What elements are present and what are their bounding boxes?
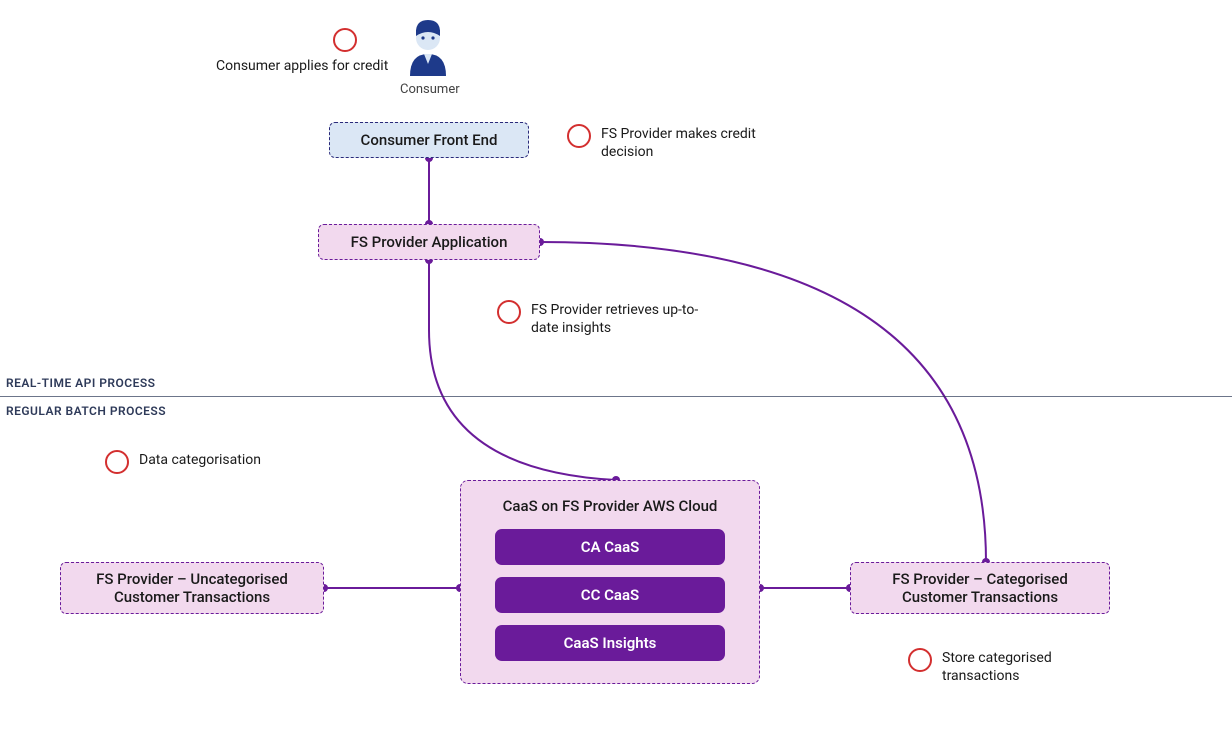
ring-icon	[105, 450, 129, 474]
pill-caas-insights: CaaS Insights	[495, 625, 725, 661]
annotation-store: Store categorised transactions	[908, 648, 1132, 685]
annotation-text: Consumer applies for credit	[216, 56, 388, 76]
node-label-line1: FS Provider – Uncategorised	[96, 570, 288, 588]
annotation-ring-applies	[333, 28, 357, 52]
node-label-line2: Customer Transactions	[114, 588, 270, 606]
node-label-line1: FS Provider – Categorised	[892, 570, 1068, 588]
person-icon	[400, 18, 456, 78]
ring-icon	[333, 28, 357, 52]
ring-icon	[567, 124, 591, 148]
annotation-text: FS Provider retrieves up-to-date insight…	[531, 300, 721, 337]
pill-cc-caas: CC CaaS	[495, 577, 725, 613]
node-label: FS Provider Application	[351, 233, 508, 251]
pill-ca-caas: CA CaaS	[495, 529, 725, 565]
section-label-top: REAL-TIME API PROCESS	[6, 376, 155, 390]
annotation-text: Store categorised transactions	[942, 648, 1132, 685]
ring-icon	[497, 300, 521, 324]
ring-icon	[908, 648, 932, 672]
edge-app-to-cloud	[429, 260, 616, 480]
section-label-bottom: REGULAR BATCH PROCESS	[6, 404, 166, 418]
annotation-retrieves: FS Provider retrieves up-to-date insight…	[497, 300, 721, 337]
cloud-container: CaaS on FS Provider AWS Cloud CA CaaS CC…	[460, 480, 760, 684]
section-divider	[0, 396, 1232, 397]
node-label: Consumer Front End	[361, 131, 498, 149]
annotation-text: FS Provider makes credit decision	[601, 124, 791, 161]
diagram-canvas: REAL-TIME API PROCESS REGULAR BATCH PROC…	[0, 0, 1232, 732]
actor-consumer: Consumer	[400, 18, 456, 97]
annotation-data-cat: Data categorisation	[105, 450, 261, 474]
annotation-applies: Consumer applies for credit	[216, 56, 388, 76]
cloud-title: CaaS on FS Provider AWS Cloud	[503, 497, 718, 515]
node-fs-provider-app: FS Provider Application	[318, 224, 540, 260]
actor-label: Consumer	[400, 82, 456, 97]
node-label-line2: Customer Transactions	[902, 588, 1058, 606]
node-consumer-front-end: Consumer Front End	[329, 122, 529, 158]
annotation-text: Data categorisation	[139, 450, 261, 470]
node-uncategorised: FS Provider – Uncategorised Customer Tra…	[60, 562, 324, 614]
annotation-credit-decision: FS Provider makes credit decision	[567, 124, 791, 161]
node-categorised: FS Provider – Categorised Customer Trans…	[850, 562, 1110, 614]
